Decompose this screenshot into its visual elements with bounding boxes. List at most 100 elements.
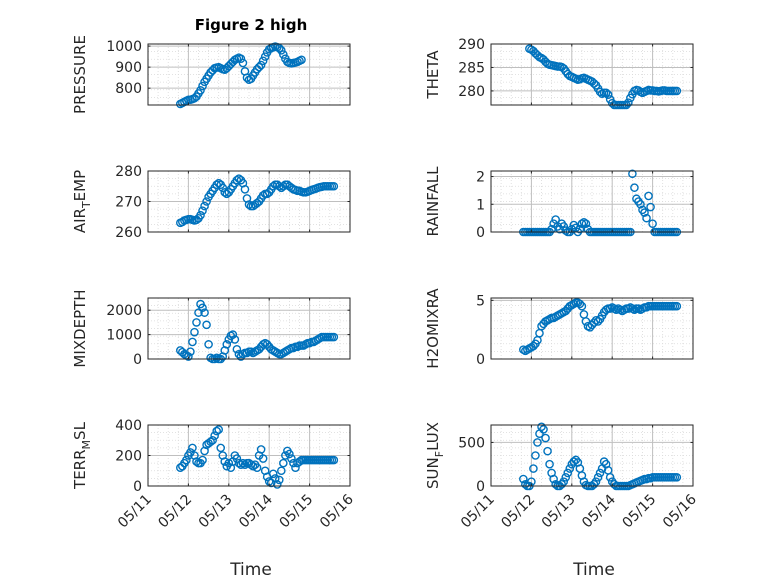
y-tick-label: 280 — [115, 164, 142, 180]
y-tick-label: 0 — [476, 225, 485, 241]
data-point — [206, 437, 215, 447]
data-point — [559, 477, 569, 486]
data-point — [329, 455, 339, 465]
data-point — [214, 425, 223, 434]
data-point — [236, 460, 246, 469]
data-point — [274, 475, 284, 485]
data-point — [595, 87, 605, 97]
x-tick-label: 05/11 — [458, 492, 498, 532]
y-tick-label: 400 — [115, 418, 142, 434]
data-point — [561, 226, 571, 235]
data-point — [329, 332, 339, 342]
data-point — [646, 202, 655, 212]
data-point — [609, 479, 619, 489]
y-tick-label: 260 — [115, 225, 142, 241]
data-point — [549, 474, 558, 484]
data-point — [577, 301, 587, 311]
data-point — [186, 347, 195, 356]
data-point — [577, 219, 587, 228]
data-point — [636, 199, 645, 209]
x-tick-label: 05/15 — [620, 492, 660, 532]
x-axis-label-left: Time — [229, 560, 272, 580]
y-tick-label: 0 — [476, 352, 485, 368]
figure-title: Figure 2 high — [195, 16, 308, 34]
subplot-theta: 280 285 290 THETA — [424, 37, 694, 110]
data-point — [297, 55, 306, 65]
data-point — [200, 201, 209, 211]
x-tick-label: 05/13 — [196, 492, 236, 532]
x-tick-label: 05/14 — [579, 491, 619, 531]
x-tick-label: 05/15 — [277, 492, 317, 532]
data-point — [244, 200, 254, 209]
y-tick-label: 0 — [476, 479, 485, 495]
data-point — [640, 208, 649, 217]
y-tick-label: 1000 — [106, 328, 142, 344]
data-point — [216, 443, 226, 453]
data-point — [543, 446, 552, 456]
data-point — [188, 443, 197, 453]
y-axis-label: AIRTEMP — [71, 170, 93, 233]
data-point — [603, 90, 613, 99]
data-point — [551, 479, 560, 489]
data-point — [591, 477, 601, 486]
data-point — [531, 451, 540, 460]
data-point — [628, 169, 637, 179]
y-axis-label: RAINFALL — [424, 166, 442, 237]
data-point — [291, 463, 300, 473]
data-point — [258, 454, 268, 463]
data-point — [238, 58, 248, 68]
data-point — [563, 468, 573, 478]
data-point — [624, 98, 633, 107]
data-point — [196, 85, 205, 95]
data-point — [589, 79, 599, 88]
data-point — [198, 206, 207, 215]
data-point — [277, 466, 286, 476]
data-point — [210, 431, 219, 440]
data-point — [575, 224, 585, 234]
data-point — [232, 454, 242, 463]
y-tick-label: 280 — [458, 84, 485, 100]
data-point — [190, 327, 199, 337]
data-point — [256, 60, 266, 70]
data-point — [198, 303, 207, 313]
y-tick-label: 500 — [458, 435, 485, 451]
data-point — [630, 183, 639, 192]
data-point — [268, 181, 278, 191]
data-point — [279, 50, 288, 59]
x-tick-label: 05/12 — [155, 492, 195, 532]
data-point — [204, 340, 213, 349]
subplot-rainfall: 0 1 2 RAINFALL — [424, 166, 694, 241]
data-point — [605, 472, 615, 482]
y-tick-label: 800 — [115, 81, 142, 97]
y-tick-label: 285 — [458, 60, 485, 76]
data-point — [196, 210, 205, 220]
data-point — [240, 460, 250, 469]
data-point — [529, 464, 538, 473]
data-point — [218, 183, 228, 193]
data-point — [529, 341, 538, 351]
y-tick-label: 5 — [476, 293, 485, 309]
data-point — [252, 463, 262, 473]
data-point — [545, 459, 554, 469]
data-point — [202, 197, 211, 206]
y-tick-label: 900 — [115, 60, 142, 76]
data-point — [184, 352, 193, 361]
axes-box — [490, 43, 694, 106]
subplot-mixdepth: 0 1000 2000 MIXDEPTH — [71, 289, 351, 368]
y-axis-label: MIXDEPTH — [71, 289, 89, 367]
x-tick-label: 05/14 — [236, 491, 276, 531]
data-point — [579, 217, 589, 227]
data-point — [593, 317, 603, 326]
data-point — [254, 62, 264, 72]
y-tick-label: 1000 — [106, 39, 142, 55]
data-point — [228, 330, 238, 339]
data-point — [289, 458, 298, 468]
data-point — [234, 349, 244, 359]
data-point — [533, 438, 542, 447]
y-axis-label: THETA — [424, 50, 442, 100]
data-point — [248, 461, 258, 471]
x-tick-label: 05/16 — [317, 491, 357, 531]
data-point — [519, 474, 528, 484]
data-point — [642, 213, 651, 223]
